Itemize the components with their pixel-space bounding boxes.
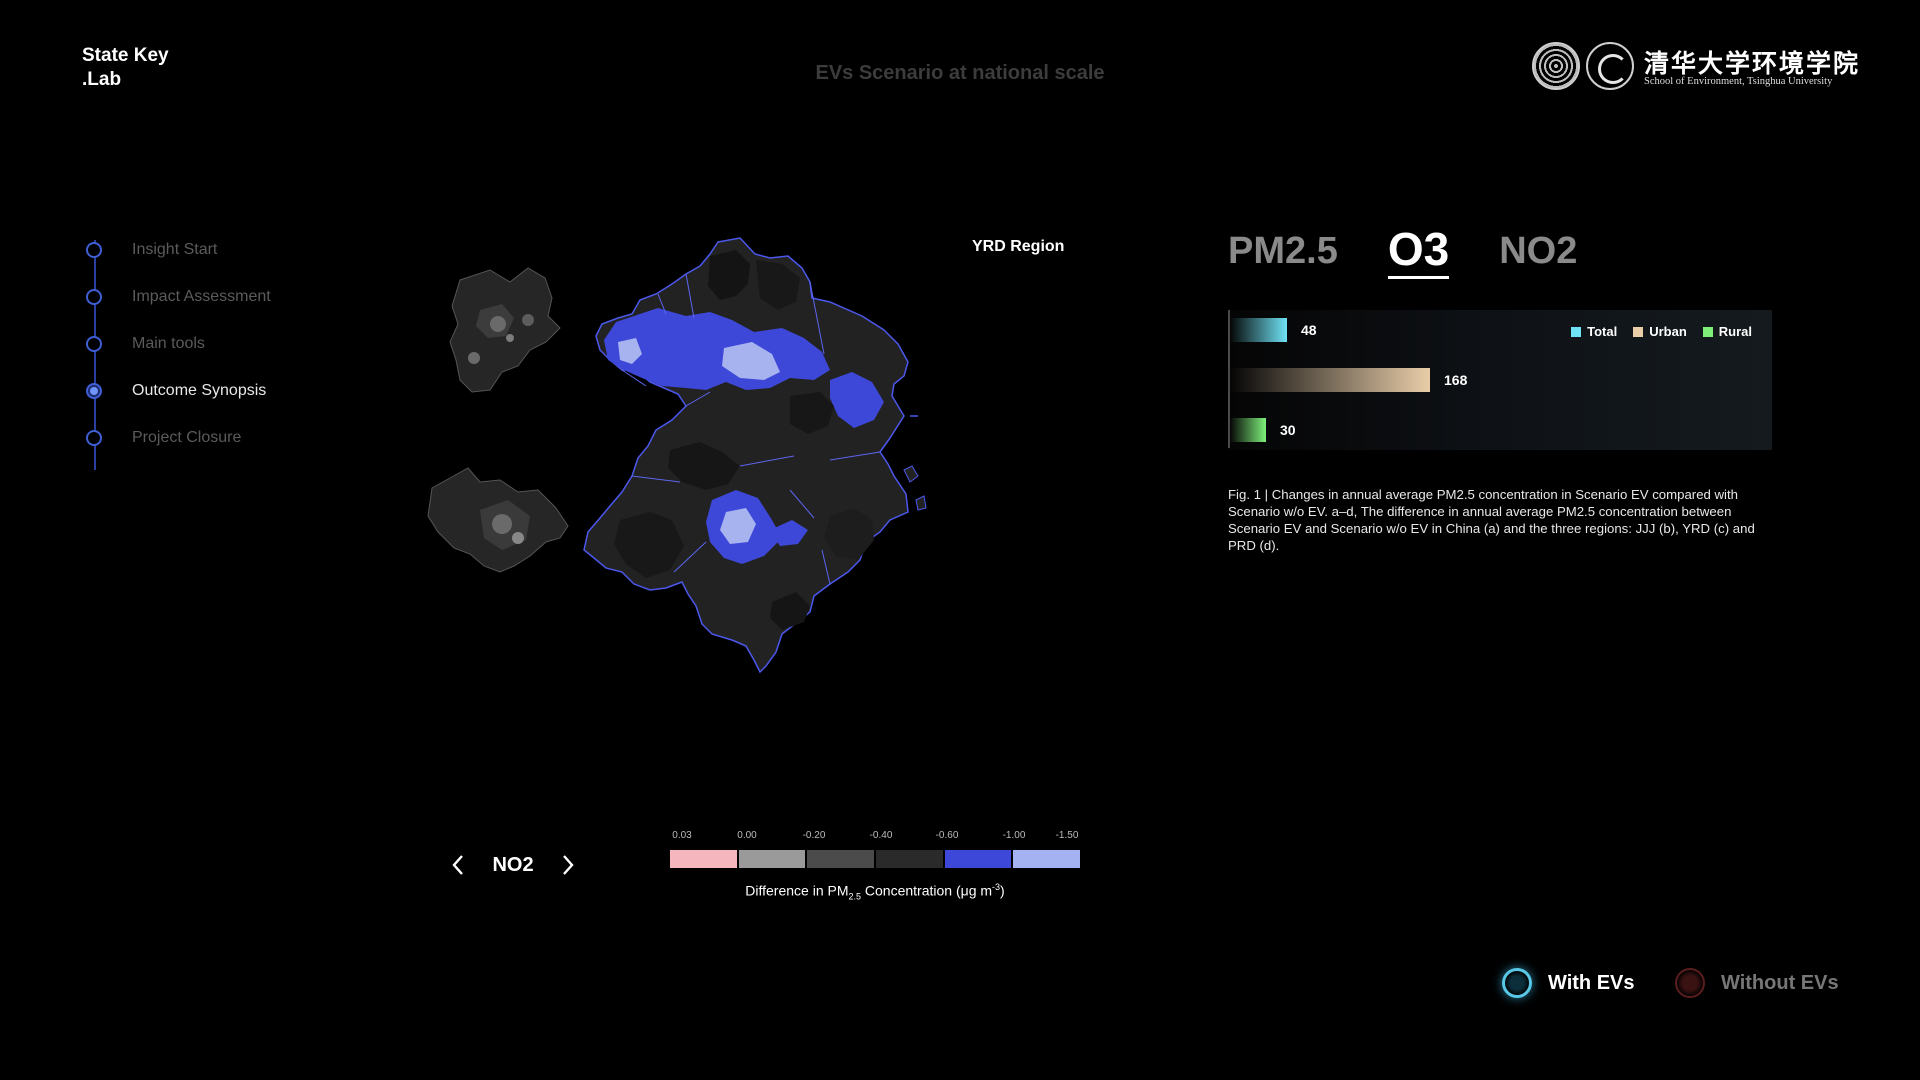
colorbar-tick: -0.60 bbox=[935, 830, 959, 841]
bar-chart-axis bbox=[1228, 310, 1230, 448]
timeline-step-project-closure[interactable]: Project Closure bbox=[86, 428, 241, 448]
legend-label: Rural bbox=[1718, 324, 1752, 339]
timeline-dot-icon bbox=[86, 242, 102, 258]
colorbar-swatch-1 bbox=[738, 850, 806, 868]
next-pollutant-button[interactable] bbox=[558, 850, 578, 880]
bar-value-label: 168 bbox=[1444, 372, 1468, 388]
university-seal-icon bbox=[1532, 42, 1580, 90]
current-pollutant-value: NO2 bbox=[492, 853, 534, 876]
school-emblem-icon bbox=[1586, 42, 1634, 90]
colorbar-title: Difference in PM2.5 Concentration (μg m-… bbox=[670, 882, 1080, 901]
page-title: EVs Scenario at national scale bbox=[815, 62, 1105, 84]
with-evs-radio-icon bbox=[1502, 968, 1532, 998]
timeline-step-insight-start[interactable]: Insight Start bbox=[86, 240, 217, 260]
timeline-dot-icon bbox=[86, 289, 102, 305]
bar-urban bbox=[1230, 368, 1430, 392]
colorbar-tick: 0.00 bbox=[737, 830, 757, 841]
timeline-step-outcome-synopsis[interactable]: Outcome Synopsis bbox=[86, 381, 266, 401]
colorbar-tick: -0.40 bbox=[869, 830, 893, 841]
colorbar-swatch-5 bbox=[1013, 850, 1081, 868]
legend-item-urban: Urban bbox=[1633, 324, 1687, 339]
colorbar-ticks: 0.03 0.00 -0.20 -0.40 -0.60 -1.00 -1.50 bbox=[670, 830, 1080, 844]
colorbar-title-mid: Concentration (μg m bbox=[861, 882, 993, 899]
legend-swatch-total bbox=[1571, 326, 1582, 337]
region-maps bbox=[427, 237, 927, 674]
prev-pollutant-button[interactable] bbox=[448, 850, 468, 880]
legend-swatch-urban bbox=[1633, 326, 1644, 337]
brand-line-1: State Key bbox=[82, 45, 169, 66]
yrd-region-map[interactable] bbox=[583, 237, 927, 674]
colorbar-title-prefix: Difference in PM bbox=[745, 882, 849, 899]
bar-chart-panel: 48 168 30 Total Urban Rural bbox=[1228, 310, 1772, 450]
tab-pm25[interactable]: PM2.5 bbox=[1228, 230, 1338, 272]
brand-line-2: .Lab bbox=[82, 69, 122, 90]
colorbar-swatch-0 bbox=[670, 850, 737, 868]
chevron-left-icon bbox=[452, 855, 463, 875]
with-evs-label: With EVs bbox=[1548, 971, 1635, 994]
progress-timeline: Insight Start Impact Assessment Main too… bbox=[86, 240, 386, 470]
colorbar-title-sup: -3 bbox=[992, 882, 1001, 892]
bar-value-label: 30 bbox=[1280, 422, 1296, 438]
legend-label: Total bbox=[1587, 324, 1618, 339]
pollutant-navigator: NO2 bbox=[448, 850, 578, 880]
bar-total bbox=[1230, 318, 1287, 342]
colorbar-title-sub: 2.5 bbox=[848, 891, 862, 902]
timeline-step-main-tools[interactable]: Main tools bbox=[86, 334, 205, 354]
brand-title: State Key .Lab bbox=[82, 44, 169, 92]
bar-rural bbox=[1230, 418, 1266, 442]
university-logo: 清华大学环境学院 School of Environment, Tsinghua… bbox=[1532, 42, 1858, 92]
chevron-right-icon bbox=[563, 855, 574, 875]
legend-item-rural: Rural bbox=[1702, 324, 1752, 339]
legend-swatch-rural bbox=[1702, 326, 1713, 337]
without-evs-label: Without EVs bbox=[1721, 971, 1839, 994]
map-region-label: YRD Region bbox=[972, 238, 1065, 255]
prd-region-thumbnail[interactable] bbox=[427, 467, 569, 573]
colorbar-swatch-4 bbox=[944, 850, 1012, 868]
legend-item-total: Total bbox=[1571, 324, 1617, 339]
bar-value-label: 48 bbox=[1301, 322, 1317, 338]
timeline-dot-icon bbox=[86, 430, 102, 446]
figure-caption: Fig. 1 | Changes in annual average PM2.5… bbox=[1228, 487, 1755, 553]
timeline-step-label: Impact Assessment bbox=[132, 288, 271, 305]
bar-chart-legend: Total Urban Rural bbox=[1571, 324, 1752, 339]
colorbar-swatch-2 bbox=[807, 850, 875, 868]
timeline-step-impact-assessment[interactable]: Impact Assessment bbox=[86, 287, 271, 307]
colorbar-legend: 0.03 0.00 -0.20 -0.40 -0.60 -1.00 -1.50 … bbox=[670, 830, 1081, 901]
colorbar-tick: -0.20 bbox=[802, 830, 826, 841]
without-evs-toggle[interactable]: Without EVs bbox=[1675, 968, 1839, 998]
colorbar-title-suffix: ) bbox=[1000, 882, 1005, 899]
pollutant-tabs: PM2.5 O3 NO2 bbox=[1228, 222, 1577, 279]
colorbar-tick: -1.50 bbox=[1055, 830, 1079, 841]
logo-english-text: School of Environment, Tsinghua Universi… bbox=[1644, 76, 1833, 87]
jjj-region-thumbnail[interactable] bbox=[449, 267, 561, 393]
tab-o3[interactable]: O3 bbox=[1387, 222, 1450, 279]
timeline-dot-active-icon bbox=[86, 383, 102, 399]
logo-chinese-text: 清华大学环境学院 bbox=[1644, 49, 1861, 78]
colorbar-swatches bbox=[670, 850, 1081, 868]
timeline-step-label: Outcome Synopsis bbox=[132, 382, 267, 399]
timeline-line bbox=[94, 240, 96, 470]
bar-row-rural: 30 bbox=[1230, 418, 1296, 442]
colorbar-swatch-3 bbox=[876, 850, 943, 868]
tab-no2[interactable]: NO2 bbox=[1499, 230, 1578, 272]
bar-row-total: 48 bbox=[1230, 318, 1317, 342]
colorbar-tick: 0.03 bbox=[672, 830, 692, 841]
legend-label: Urban bbox=[1649, 324, 1687, 339]
with-evs-toggle[interactable]: With EVs bbox=[1502, 968, 1635, 998]
timeline-step-label: Insight Start bbox=[132, 241, 218, 258]
timeline-step-label: Project Closure bbox=[132, 429, 242, 446]
colorbar-tick: -1.00 bbox=[1002, 830, 1026, 841]
timeline-dot-icon bbox=[86, 336, 102, 352]
timeline-step-label: Main tools bbox=[132, 335, 205, 352]
without-evs-radio-icon bbox=[1675, 968, 1705, 998]
bar-row-urban: 168 bbox=[1230, 368, 1467, 392]
